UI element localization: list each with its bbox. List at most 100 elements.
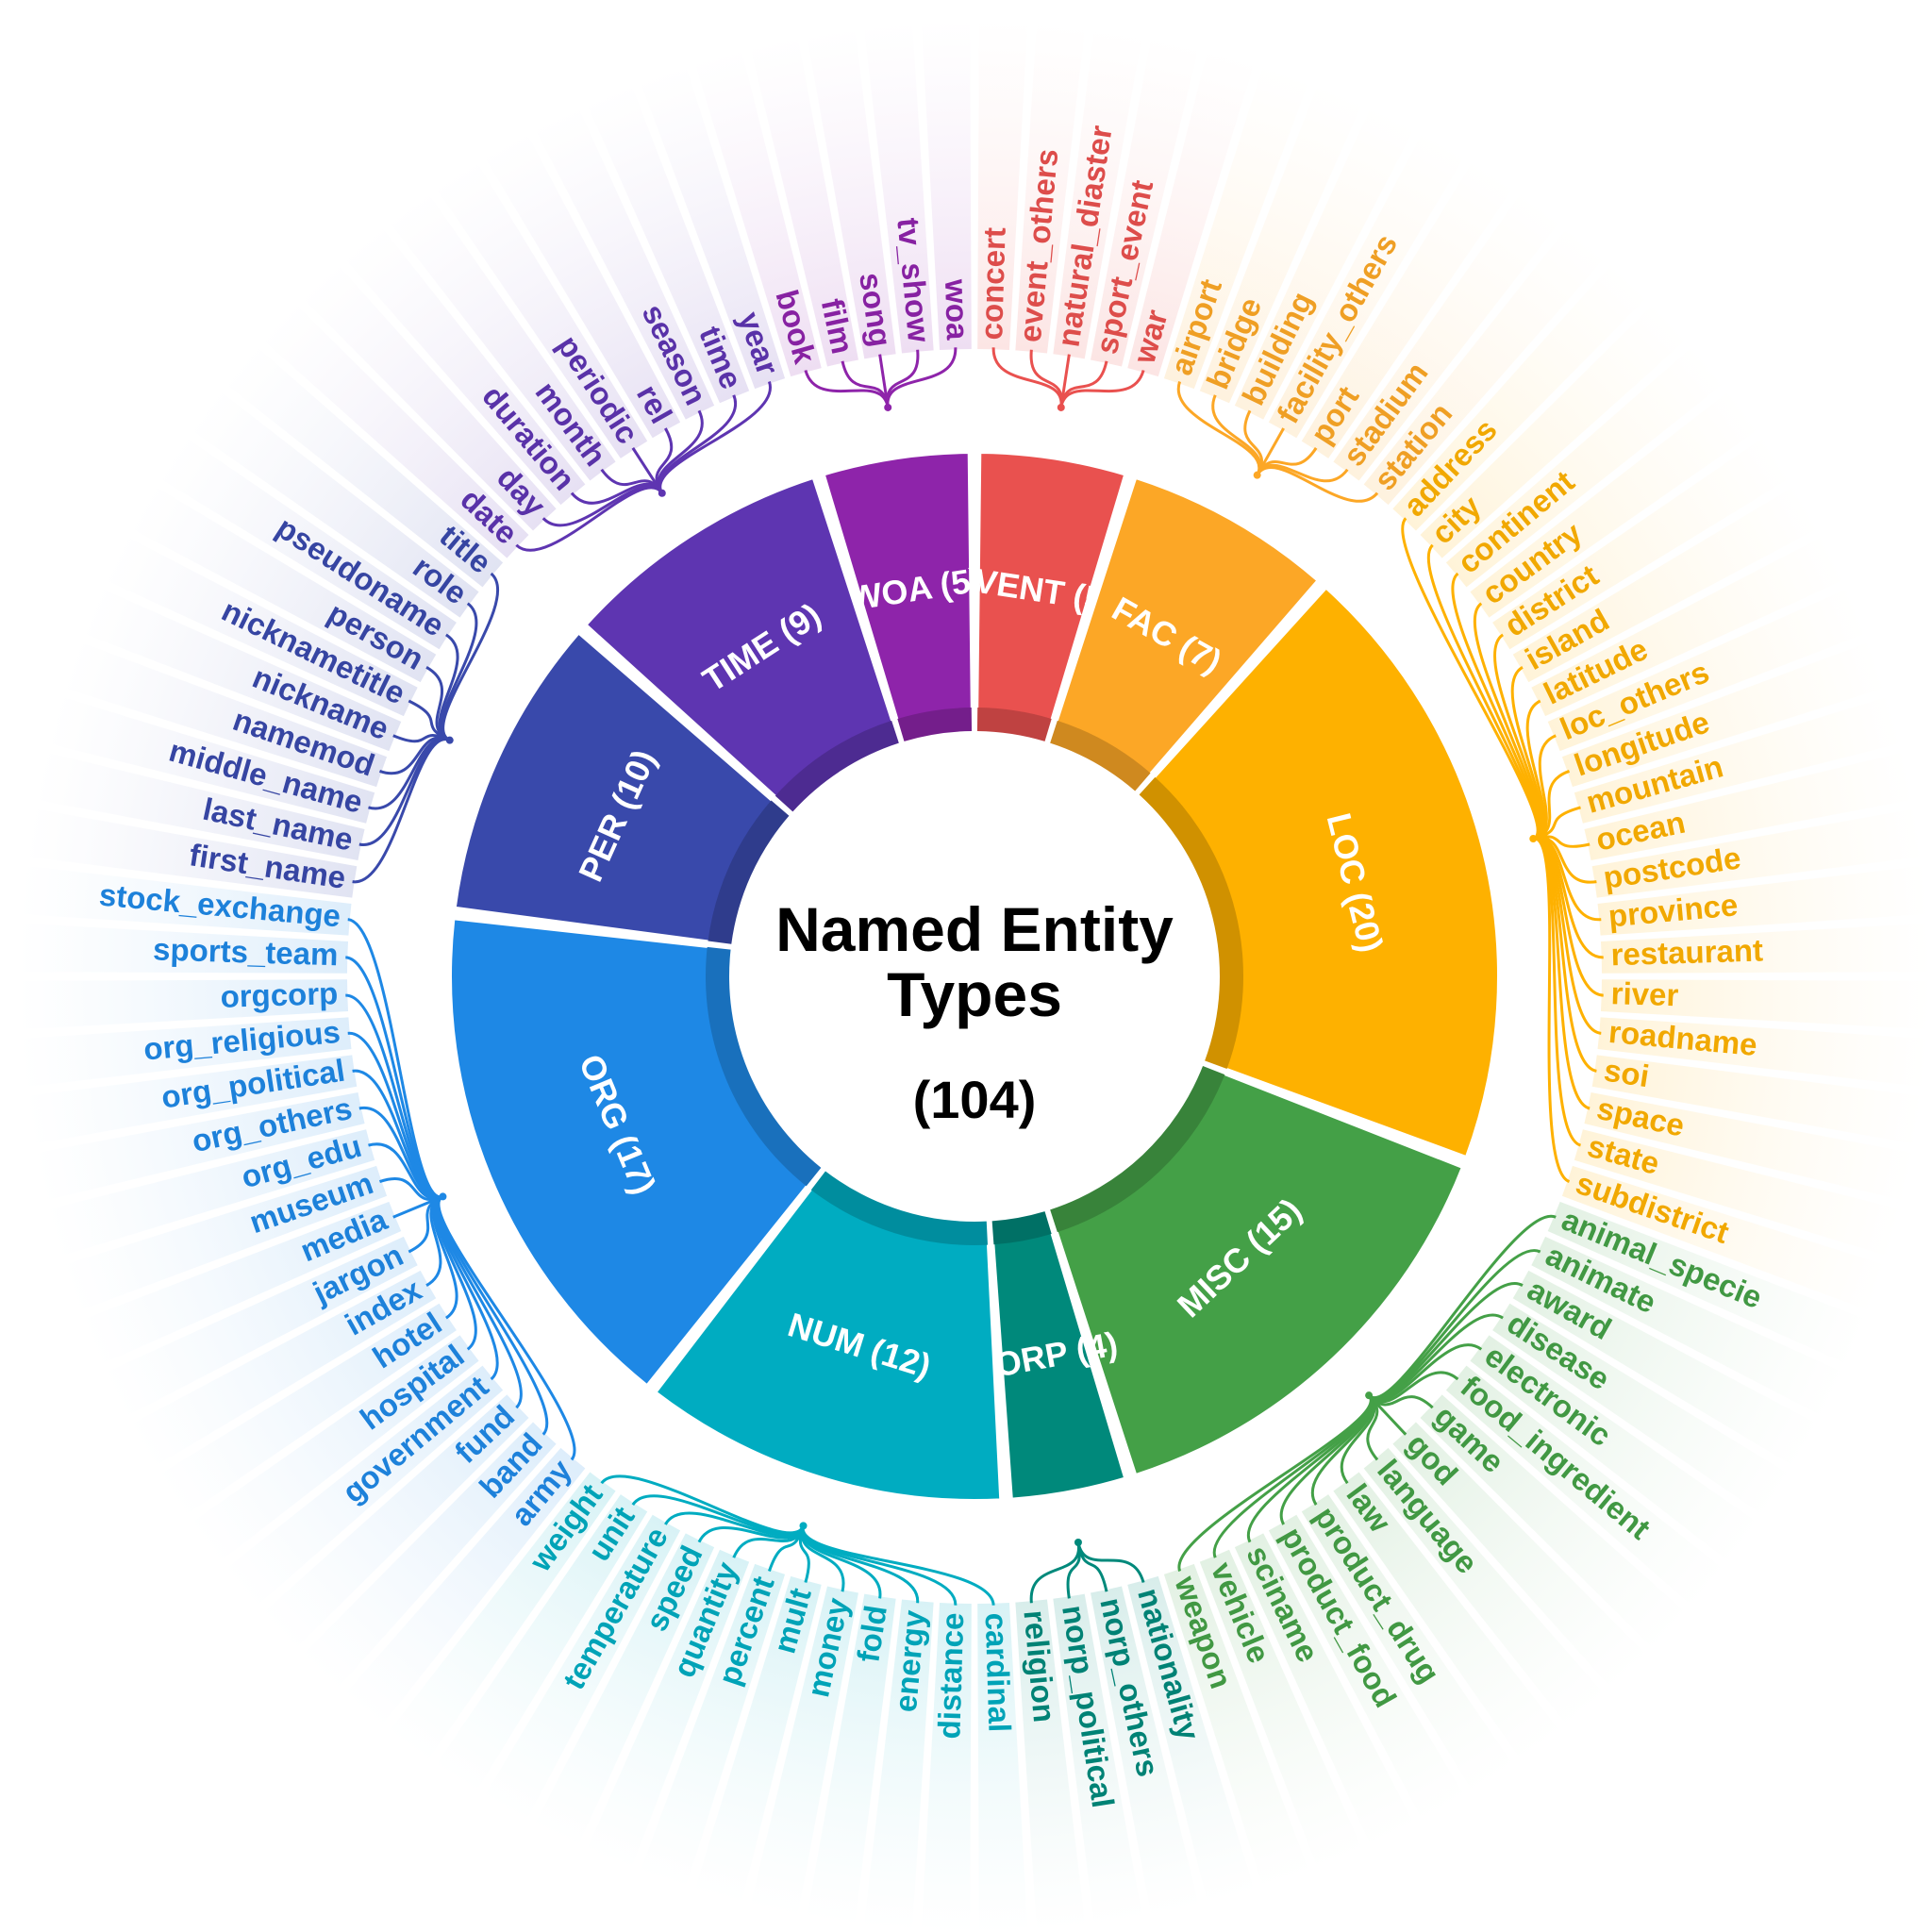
leaf-background [1127,1575,1256,1906]
leaf-background [103,535,418,717]
leaf-background [1445,1365,1725,1608]
segment-per [454,632,791,945]
leaf-background [1127,47,1256,377]
connector [991,347,1063,408]
leaf-label-woa: tv_show [891,216,937,343]
leaf-background [693,47,822,377]
leaf-background [1591,808,1924,898]
leaf-background [1363,225,1607,506]
leaf-label-loc: soi [1602,1053,1652,1094]
leaf-background [639,1563,786,1890]
leaf-label-loc: river [1610,975,1679,1012]
connector [378,736,451,775]
leaf-background [17,923,349,974]
leaf-background [80,587,402,752]
leaf-background [863,1599,934,1932]
connector [1076,1541,1145,1583]
leaf-background [483,1514,681,1823]
leaf-background [45,1129,375,1257]
leaf-background [80,1201,402,1366]
leaf-background [1512,485,1821,683]
segment-inner-shade-num [810,1171,988,1245]
leaf-background [1470,389,1760,618]
leaf-background [33,751,365,860]
leaf-label-num: cardinal [979,1612,1018,1733]
leaf-background [1547,587,1869,752]
leaf-background [585,82,750,404]
leaf-background [585,1549,750,1871]
connector [1368,1343,1483,1402]
leaf-background [157,436,457,650]
connector [1532,734,1557,841]
leaf-background [224,344,504,588]
segment-inner-shade-loc [1139,776,1243,1070]
connector [347,918,443,1198]
leaf-background [189,389,479,618]
leaf-background [1333,1472,1562,1762]
category-ring: EVENT (5)FAC (7)LOC (20)MISC (15)NORP (4… [450,452,1499,1501]
center-total-count: (104) [913,1070,1037,1129]
leaf-background [1234,105,1416,420]
center-disc [731,733,1218,1220]
leaf-background [1053,26,1143,359]
leaf-label-event: concert [974,227,1012,341]
leaf-background [103,1236,418,1418]
leaf-background [1268,130,1466,439]
leaf-background [224,1365,504,1608]
leaf-background [1531,1236,1846,1418]
connector [1177,1394,1373,1573]
leaf-background [189,1335,479,1564]
leaf-background [25,1055,358,1145]
leaf-background [1547,1201,1869,1366]
leaf-background [61,1165,388,1312]
center-title-line1: Named Entity [775,894,1174,964]
leaf-background [639,63,786,390]
leaf-background [1574,1129,1904,1257]
segment-inner-shade-time [774,720,899,812]
leaf-background [33,1092,365,1202]
center-title-line2: Types [887,959,1062,1029]
connector [804,370,890,408]
leaf-background [921,1602,972,1932]
connector [600,1474,805,1535]
segment-event [975,452,1126,743]
leaf-label-loc: restaurant [1610,932,1763,972]
leaf-background [260,1394,529,1651]
leaf-background [434,1494,648,1794]
connector [1059,370,1145,408]
leaf-background [342,225,586,506]
leaf-background [483,130,681,439]
leaf-label-woa: woa [939,278,975,341]
connector [801,1524,882,1599]
leaf-label-org: orgcorp [220,975,339,1014]
leaf-background [1091,35,1200,367]
leaf-label-org: sports_team [153,931,339,972]
leaf-background [1015,1599,1086,1932]
leaf-background [1574,695,1904,824]
leaf-background [1163,63,1310,390]
leaf-background [128,1270,437,1468]
segment-inner-shade-norp [991,1211,1052,1245]
connector [570,482,664,505]
connector [658,381,772,494]
leaf-background [300,262,557,531]
leaf-background [977,1602,1028,1932]
leaf-background [806,1593,896,1926]
connector [1211,394,1261,476]
connector [425,1195,444,1287]
leaf-background [1597,1017,1930,1088]
leaf-background [25,808,358,898]
connector [1256,466,1379,503]
connector [1176,380,1261,476]
leaf-background [749,35,858,367]
segment-woa [823,452,974,743]
leaf-background [977,19,1028,351]
connector [368,737,451,810]
connector [1029,1541,1080,1604]
connector [886,347,958,408]
segment-inner-shade-org [706,946,822,1187]
segment-inner-shade-woa [897,708,973,741]
connectors [344,347,1604,1606]
segment-inner-shade-per [708,800,790,944]
